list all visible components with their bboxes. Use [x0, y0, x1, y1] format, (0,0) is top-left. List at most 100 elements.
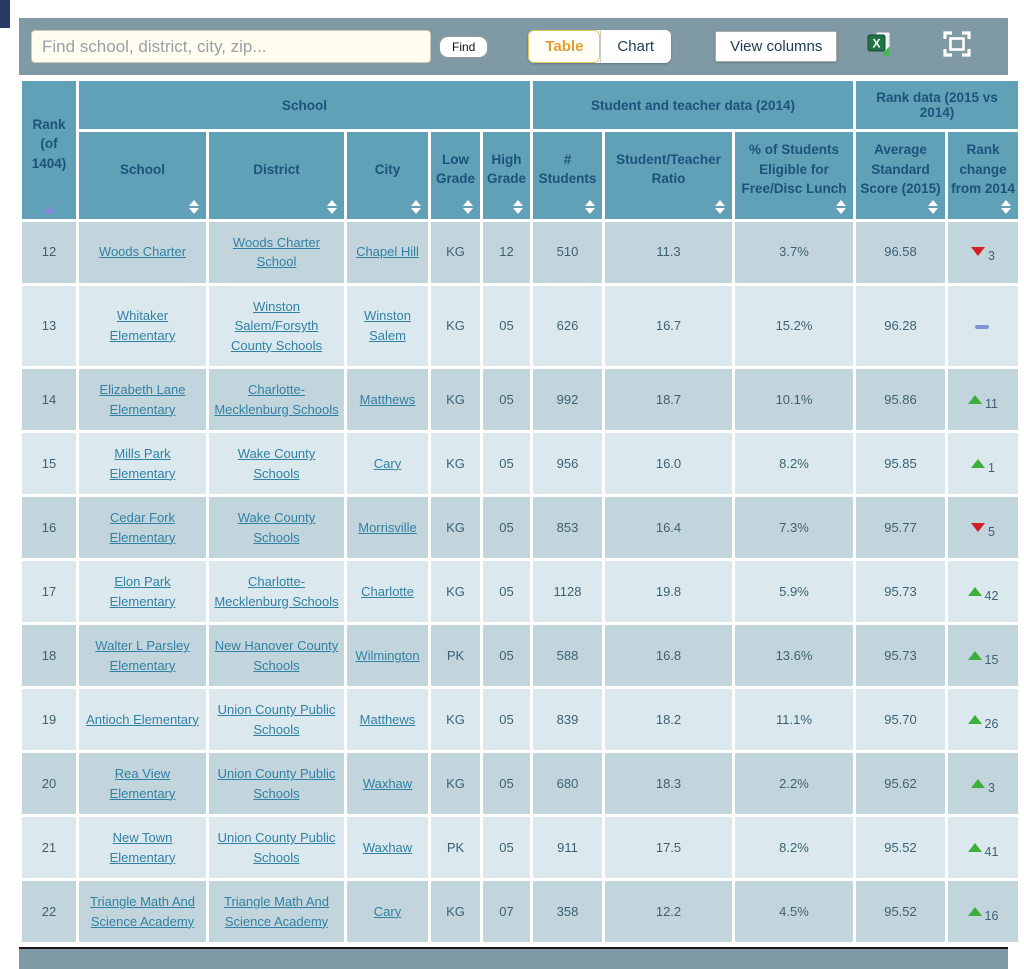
high-grade-cell: 05 [480, 494, 533, 562]
school-link[interactable]: Rea View Elementary [109, 766, 176, 801]
district-link[interactable]: Charlotte-Mecklenburg Schools [214, 382, 339, 417]
rank-change-cell: 16 [944, 878, 1022, 946]
city-link[interactable]: Morrisville [358, 519, 417, 535]
school-cell: Walter L Parsley Elementary [76, 622, 209, 690]
lunch-cell: 10.1% [732, 366, 856, 434]
district-link[interactable]: Wake County Schools [237, 510, 316, 545]
low-grade-cell: KG [428, 750, 483, 818]
table-footer-bar [19, 947, 1008, 969]
district-cell: Woods Charter School [206, 218, 347, 286]
sort-icon[interactable] [463, 199, 473, 214]
sort-icon[interactable] [928, 199, 938, 214]
group-header-school: School [76, 78, 533, 132]
school-link[interactable]: Elizabeth Lane Elementary [99, 382, 186, 417]
lunch-cell: 11.1% [732, 686, 856, 754]
city-link[interactable]: Cary [373, 903, 402, 919]
ratio-cell: 16.7 [602, 282, 735, 370]
district-link[interactable]: Triangle Math And Science Academy [223, 894, 330, 929]
column-header-lunch[interactable]: % of Students Eligible for Free/Disc Lun… [732, 129, 856, 222]
city-link[interactable]: Charlotte [361, 583, 414, 599]
sort-icon[interactable] [836, 199, 846, 214]
lunch-cell: 13.6% [732, 622, 856, 690]
rank-up-icon [967, 650, 982, 660]
school-link[interactable]: Whitaker Elementary [109, 308, 176, 343]
rank-up-icon [967, 714, 982, 724]
city-cell: Waxhaw [344, 814, 431, 882]
district-cell: Union County Public Schools [206, 686, 347, 754]
column-header-students[interactable]: # Students [530, 129, 605, 222]
school-link[interactable]: Cedar Fork Elementary [109, 510, 176, 545]
table-row: 14 Elizabeth Lane Elementary Charlotte-M… [19, 366, 1022, 434]
city-link[interactable]: Wilmington [355, 647, 420, 663]
ratio-cell: 18.3 [602, 750, 735, 818]
school-link[interactable]: Elon Park Elementary [109, 574, 176, 609]
excel-export-icon[interactable]: X [866, 30, 894, 63]
city-link[interactable]: Winston Salem [364, 308, 411, 343]
rank-change-cell: 1 [944, 430, 1022, 498]
column-header-rank-change[interactable]: Rank change from 2014 [944, 129, 1022, 222]
sort-icon[interactable] [585, 199, 595, 214]
rank-change-cell: 42 [944, 558, 1022, 626]
city-link[interactable]: Waxhaw [362, 839, 413, 855]
school-link[interactable]: Triangle Math And Science Academy [89, 894, 196, 929]
sort-icon[interactable] [327, 199, 337, 214]
rank-cell: 15 [19, 430, 79, 498]
city-link[interactable]: Matthews [359, 711, 416, 727]
column-header-low-grade[interactable]: Low Grade [428, 129, 483, 222]
sort-icon[interactable] [189, 199, 199, 214]
tab-chart[interactable]: Chart [600, 30, 672, 63]
sort-icon[interactable] [715, 199, 725, 214]
sort-icon[interactable] [411, 199, 421, 214]
city-link[interactable]: Waxhaw [362, 775, 413, 791]
students-cell: 680 [530, 750, 605, 818]
rank-up-icon [967, 586, 982, 596]
city-link[interactable]: Chapel Hill [356, 244, 419, 260]
column-header-ratio[interactable]: Student/Teacher Ratio [602, 129, 735, 222]
district-link[interactable]: Wake County Schools [237, 446, 316, 481]
rank-up-icon [971, 778, 986, 788]
score-cell: 96.58 [853, 218, 948, 286]
city-link[interactable]: Cary [373, 455, 402, 471]
lunch-cell: 8.2% [732, 430, 856, 498]
rank-cell: 13 [19, 282, 79, 370]
column-header-score[interactable]: Average Standard Score (2015) [853, 129, 948, 222]
district-link[interactable]: Woods Charter School [232, 234, 321, 270]
school-link[interactable]: Mills Park Elementary [109, 446, 176, 481]
fullscreen-icon[interactable] [942, 30, 972, 63]
ratio-cell: 16.4 [602, 494, 735, 562]
ratio-cell: 18.7 [602, 366, 735, 434]
column-header-city[interactable]: City [344, 129, 431, 222]
district-link[interactable]: Winston Salem/Forsyth County Schools [230, 298, 323, 353]
district-link[interactable]: Charlotte-Mecklenburg Schools [214, 574, 339, 609]
sort-icon[interactable] [1001, 199, 1012, 214]
view-columns-button[interactable]: View columns [715, 31, 838, 62]
district-link[interactable]: Union County Public Schools [217, 830, 336, 865]
district-link[interactable]: Union County Public Schools [217, 702, 336, 737]
low-grade-cell: KG [428, 366, 483, 434]
tab-table[interactable]: Table [528, 30, 601, 63]
toolbar-icons: X [866, 30, 994, 63]
table-row: 19 Antioch Elementary Union County Publi… [19, 686, 1022, 754]
district-link[interactable]: New Hanover County Schools [214, 638, 339, 673]
table-row: 15 Mills Park Elementary Wake County Sch… [19, 430, 1022, 498]
school-link[interactable]: Woods Charter [98, 244, 187, 260]
school-link[interactable]: Walter L Parsley Elementary [95, 638, 190, 673]
school-link[interactable]: New Town Elementary [109, 830, 176, 865]
students-cell: 510 [530, 218, 605, 286]
find-button[interactable]: Find [439, 35, 489, 58]
column-header-school[interactable]: School [76, 129, 209, 222]
column-header-high-grade[interactable]: High Grade [480, 129, 533, 222]
lunch-cell: 7.3% [732, 494, 856, 562]
city-cell: Wilmington [344, 622, 431, 690]
district-link[interactable]: Union County Public Schools [217, 766, 336, 801]
column-header-district[interactable]: District [206, 129, 347, 222]
sort-icon[interactable] [513, 199, 523, 214]
students-cell: 1128 [530, 558, 605, 626]
column-header-rank[interactable]: Rank (of 1404) [19, 78, 79, 222]
rank-change-cell: 41 [944, 814, 1022, 882]
district-cell: Wake County Schools [206, 494, 347, 562]
school-link[interactable]: Antioch Elementary [86, 711, 199, 727]
search-input[interactable] [31, 30, 431, 63]
district-cell: Union County Public Schools [206, 750, 347, 818]
city-link[interactable]: Matthews [359, 391, 416, 407]
